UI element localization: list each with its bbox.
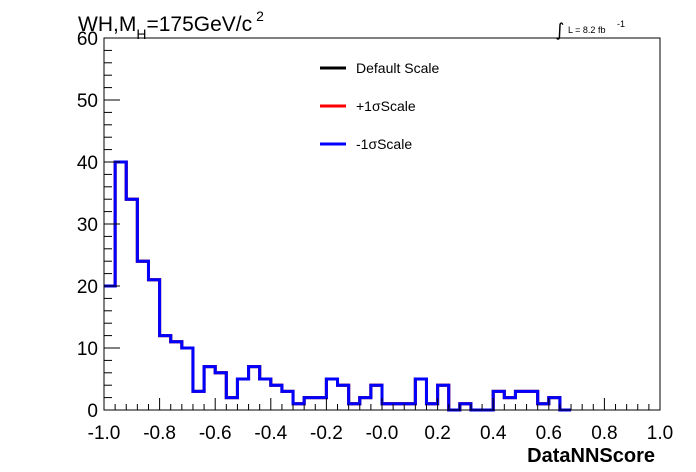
x-tick-label: -0.0 [366, 423, 399, 444]
y-tick-label: 60 [77, 29, 98, 50]
title-main: WH,M [78, 13, 136, 36]
y-tick-label: 20 [77, 277, 98, 298]
y-tick-label: 50 [77, 91, 98, 112]
x-tick-label: 0.4 [480, 423, 507, 444]
y-axis: 0 10 20 30 40 50 60 [77, 29, 120, 422]
title-superscript: 2 [256, 8, 264, 24]
chart-title: WH,MH=175GeV/c 2 [78, 8, 264, 42]
x-tick-label: 1.0 [647, 423, 673, 444]
legend-label-0: Default Scale [356, 60, 439, 76]
title-subscript: H [136, 26, 146, 42]
x-tick-label: 0.2 [424, 423, 450, 444]
legend: Default Scale +1σScale -1σScale [320, 60, 439, 152]
legend-label-2: -1σScale [356, 136, 412, 152]
luminosity-text: L = 8.2 fb [568, 25, 605, 35]
y-tick-label: 0 [87, 401, 98, 422]
x-tick-label: -0.6 [199, 423, 232, 444]
x-tick-label: 0.8 [591, 423, 617, 444]
x-tick-label: -0.4 [254, 423, 287, 444]
x-tick-label: 0.6 [536, 423, 562, 444]
luminosity-annotation: ∫ L = 8.2 fb -1 [555, 19, 625, 41]
x-tick-label: -0.2 [310, 423, 343, 444]
title-rest: =175GeV/c [146, 13, 252, 36]
legend-label-1: +1σScale [356, 98, 416, 114]
x-tick-label: -0.8 [143, 423, 176, 444]
x-axis-label: DataNNScore [527, 445, 655, 467]
y-tick-label: 10 [77, 339, 98, 360]
x-tick-label: -1.0 [88, 423, 121, 444]
x-axis: -1.0 -0.8 -0.6 -0.4 -0.2 -0.0 0.2 0.4 0.6 0.8 1.0 [88, 398, 673, 444]
y-tick-label: 30 [77, 215, 98, 236]
y-tick-label: 40 [77, 153, 98, 174]
luminosity-superscript: -1 [617, 19, 625, 29]
integral-symbol: ∫ [555, 20, 564, 41]
